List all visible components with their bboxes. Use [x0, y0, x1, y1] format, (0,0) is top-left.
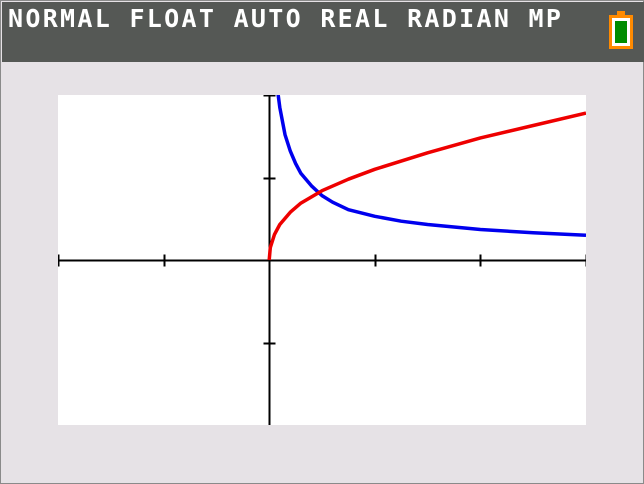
battery-body: [609, 15, 633, 49]
battery-level-fill: [615, 21, 627, 43]
series-line-1: [276, 95, 586, 238]
status-bar: NORMAL FLOAT AUTO REAL RADIAN MP: [2, 2, 644, 62]
series-line-2: [267, 111, 586, 261]
battery-cap: [617, 11, 625, 15]
graph-plot: [58, 95, 586, 425]
battery-icon: [609, 11, 633, 49]
graph-area[interactable]: [58, 95, 586, 425]
mode-status-text: NORMAL FLOAT AUTO REAL RADIAN MP: [8, 4, 564, 33]
